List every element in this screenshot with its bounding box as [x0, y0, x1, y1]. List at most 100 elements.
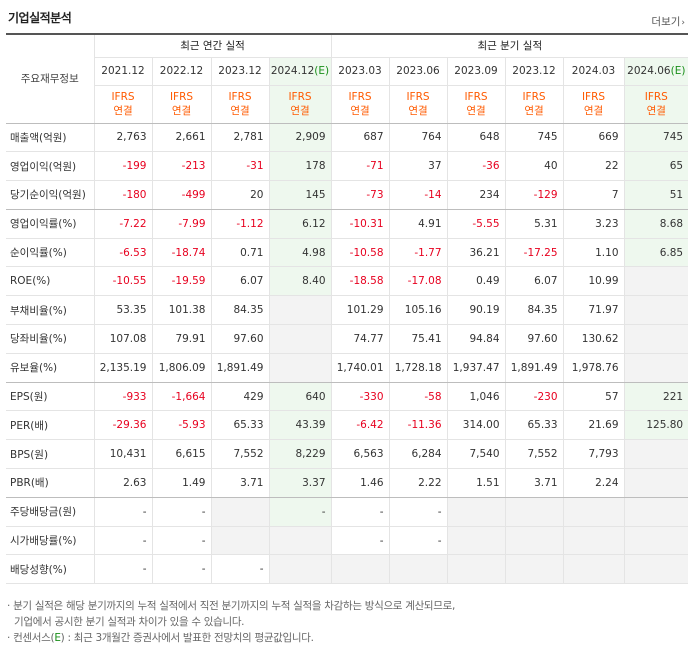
table-cell: 97.60 [211, 324, 270, 354]
table-cell: 5.31 [505, 209, 564, 239]
footnote-1: · 분기 실적은 해당 분기까지의 누적 실적에서 직전 분기까지의 누적 실적… [7, 600, 456, 612]
table-cell [447, 554, 506, 585]
table-cell [563, 554, 625, 585]
table-cell: - [152, 526, 212, 556]
table-cell: 687 [330, 123, 390, 153]
footnote-1-cont: 기업에서 공시한 분기 실적과 차이가 있을 수 있습니다. [14, 616, 245, 628]
table-cell: -180 [94, 180, 153, 210]
table-cell: 178 [269, 151, 332, 182]
table-cell [447, 497, 506, 527]
table-cell: 65.33 [211, 410, 270, 441]
table-cell: 7,540 [447, 439, 506, 470]
period-header: 2023.06 [389, 57, 448, 86]
table-cell [505, 526, 564, 556]
table-cell: - [94, 526, 153, 556]
table-cell: 107.08 [94, 324, 153, 354]
ifrs-header: IFRS 연결 [152, 85, 212, 124]
table-cell: 21.69 [563, 410, 625, 441]
table-cell: - [211, 554, 270, 585]
estimate-mark: E [54, 632, 61, 644]
row-label: 영업이익률(%) [6, 209, 95, 239]
table-cell [211, 526, 270, 556]
table-cell: 7,552 [505, 439, 564, 470]
row-label: 당좌비율(%) [6, 324, 95, 354]
table-cell: 2.24 [563, 468, 625, 498]
table-cell: -5.93 [152, 410, 212, 441]
table-cell: 1,046 [447, 382, 506, 412]
row-label: BPS(원) [6, 439, 95, 470]
table-cell: 1.51 [447, 468, 506, 498]
footnote-2: · 컨센서스(E) : 최근 3개월간 증권사에서 발표한 전망치의 평균값입니… [7, 630, 455, 646]
table-cell: - [330, 526, 390, 556]
table-cell: 6,563 [330, 439, 390, 470]
more-label: 더보기 [651, 16, 681, 28]
table-cell: 22 [563, 151, 625, 182]
row-label: 당기순이익(억원) [6, 180, 95, 210]
table-cell: 1,728.18 [389, 353, 448, 383]
table-cell [505, 497, 564, 527]
table-cell: 221 [624, 382, 689, 412]
financial-table: 주요재무정보 최근 연간 실적 최근 분기 실적 2021.12 2022.12 2… [6, 35, 689, 585]
period-header: 2023.12 [211, 57, 270, 86]
table-cell: 2,763 [94, 123, 153, 153]
table-cell [563, 526, 625, 556]
table-row: EPS(원) -933 -1,664 429 640 -330 -58 1,046 -230 57… [6, 382, 689, 412]
table-cell: 745 [505, 123, 564, 153]
period-label: 2023.12 [512, 65, 556, 77]
table-cell: -11.36 [389, 410, 448, 441]
table-cell: 97.60 [505, 324, 564, 354]
consolidated-label: 연결 [466, 105, 486, 117]
ifrs-label: IFRS [228, 91, 252, 103]
table-cell [269, 554, 332, 585]
period-label: 2021.12 [101, 65, 145, 77]
more-link[interactable]: 더보기› [651, 14, 685, 29]
table-cell: 20 [211, 180, 270, 210]
table-cell: 51 [624, 180, 689, 210]
ifrs-label: IFRS [644, 91, 668, 103]
table-cell: 2,909 [269, 123, 332, 153]
table-row: 순이익률(%) -6.53 -18.74 0.71 4.98 -10.58 -1.77 36.… [6, 238, 689, 268]
table-cell: 8.40 [269, 266, 332, 297]
table-cell: 8,229 [269, 439, 332, 470]
table-row: 매출액(억원) 2,763 2,661 2,781 2,909 687 764 648 745 6… [6, 123, 689, 153]
period-label: 2024.06 [627, 65, 671, 77]
table-row: 영업이익률(%) -7.22 -7.99 -1.12 6.12 -10.31 4.91 -5.… [6, 209, 689, 239]
table-row: 당기순이익(억원) -180 -499 20 145 -73 -14 234 -129 7 51 [6, 180, 689, 210]
period-label: 2023.06 [396, 65, 440, 77]
table-cell: 6.07 [211, 266, 270, 297]
ifrs-header: IFRS 연결 [624, 85, 689, 124]
table-cell: 1,978.76 [563, 353, 625, 383]
table-cell: - [94, 554, 153, 585]
table-cell: 71.97 [563, 295, 625, 326]
table-cell: 2.22 [389, 468, 448, 498]
table-cell: 74.77 [330, 324, 390, 354]
row-label: EPS(원) [6, 382, 95, 412]
ifrs-header: IFRS 연결 [505, 85, 564, 124]
table-cell: 65 [624, 151, 689, 182]
table-cell [269, 295, 332, 326]
consolidated-label: 연결 [408, 105, 428, 117]
table-cell: -933 [94, 382, 153, 412]
table-cell [624, 439, 689, 470]
estimate-mark: (E) [670, 65, 686, 77]
period-label: 2023.12 [218, 65, 262, 77]
chevron-right-icon: › [681, 18, 685, 28]
table-cell: 0.49 [447, 266, 506, 297]
table-cell: 6.12 [269, 209, 332, 239]
period-label: 2024.03 [571, 65, 616, 77]
table-cell [389, 554, 448, 585]
table-cell: 3.37 [269, 468, 332, 498]
table-row: 유보율(%) 2,135.19 1,806.09 1,891.49 1,740.01 1,… [6, 353, 689, 383]
table-cell: 669 [563, 123, 625, 153]
table-cell: - [269, 497, 332, 527]
table-row: BPS(원) 10,431 6,615 7,552 8,229 6,563 6,284 7,5… [6, 439, 689, 470]
row-label: 시가배당률(%) [6, 526, 95, 556]
table-cell: 745 [624, 123, 689, 153]
table-cell: 2,135.19 [94, 353, 153, 383]
table-cell: -18.58 [330, 266, 390, 297]
table-cell: -10.58 [330, 238, 390, 268]
row-label: 배당성향(%) [6, 554, 95, 585]
section-title: 기업실적분석 [8, 11, 72, 25]
period-label: 2024.12 [270, 65, 315, 77]
period-label: 2023.09 [454, 65, 498, 77]
